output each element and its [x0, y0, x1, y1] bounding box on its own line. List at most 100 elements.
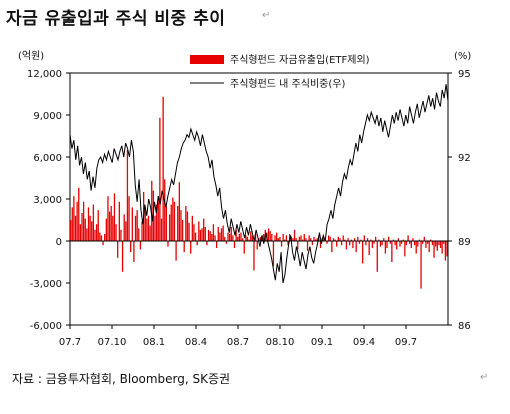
y-left-axis-label: (억원) — [18, 50, 44, 62]
inflow-bar — [285, 235, 288, 241]
inflow-bar — [120, 229, 122, 241]
inflow-bar — [439, 241, 442, 248]
x-tick-label: 09.1 — [311, 337, 333, 348]
inflow-bar — [175, 241, 177, 261]
inflow-bar — [128, 196, 130, 241]
inflow-bar — [138, 228, 140, 241]
x-tick-label: 08.1 — [143, 337, 165, 348]
inflow-bar — [246, 236, 249, 241]
x-tick-label: 09.7 — [395, 337, 417, 348]
inflow-bar — [94, 229, 96, 241]
inflow-bar — [204, 227, 206, 241]
inflow-bar — [79, 224, 82, 241]
inflow-bar — [394, 241, 396, 246]
inflow-bar — [164, 179, 166, 241]
inflow-bar — [305, 238, 307, 241]
inflow-bar — [282, 234, 284, 241]
inflow-bar — [144, 207, 146, 241]
inflow-bar — [319, 241, 322, 248]
inflow-bar — [384, 241, 387, 254]
inflow-bar — [74, 215, 77, 241]
inflow-bar — [225, 241, 228, 244]
inflow-bar — [117, 241, 119, 258]
inflow-bar — [172, 197, 174, 241]
inflow-bar — [378, 239, 380, 241]
inflow-bar — [314, 239, 317, 241]
inflow-bar — [277, 238, 279, 241]
inflow-bar — [227, 232, 229, 241]
inflow-bar — [159, 117, 161, 241]
inflow-bar — [417, 241, 419, 247]
inflow-bar — [167, 241, 169, 247]
inflow-bar — [342, 235, 344, 241]
inflow-bars — [70, 96, 448, 289]
y-right-tick-label: 86 — [458, 321, 471, 332]
inflow-bar — [436, 241, 438, 251]
inflow-bar — [198, 221, 200, 241]
inflow-bar — [188, 222, 190, 241]
inflow-bar — [78, 187, 80, 241]
inflow-bar — [196, 241, 198, 246]
inflow-bar — [410, 241, 412, 248]
inflow-bar — [400, 241, 403, 244]
inflow-bar — [228, 234, 231, 241]
inflow-bar — [126, 150, 129, 241]
inflow-bar — [415, 241, 417, 254]
y-right-tick-label: 92 — [458, 153, 471, 164]
inflow-bar — [181, 220, 184, 241]
inflow-bar — [349, 241, 351, 246]
inflow-bar — [313, 236, 315, 241]
inflow-bar — [327, 235, 330, 241]
inflow-bar — [362, 241, 364, 264]
inflow-bar — [332, 238, 335, 241]
inflow-bar — [165, 206, 168, 241]
inflow-bar — [237, 236, 239, 241]
inflow-bar — [149, 225, 151, 241]
inflow-bar — [405, 241, 408, 246]
inflow-bar — [358, 241, 361, 244]
inflow-bar — [256, 241, 258, 250]
inflow-bar — [180, 210, 182, 241]
inflow-bar — [113, 193, 116, 241]
inflow-bar — [306, 241, 309, 251]
inflow-bar — [232, 235, 234, 241]
inflow-bar — [310, 238, 312, 241]
y-left-tick-label: 6,000 — [33, 153, 62, 164]
x-tick-label: 08.10 — [266, 337, 295, 348]
inflow-bar — [118, 201, 120, 241]
inflow-bar — [379, 241, 382, 247]
inflow-bar — [121, 241, 124, 272]
inflow-bar — [425, 241, 427, 248]
inflow-bar — [323, 236, 325, 241]
inflow-bar — [97, 210, 99, 241]
inflow-bar — [100, 235, 103, 241]
inflow-bar — [389, 241, 391, 244]
inflow-bar — [397, 238, 400, 241]
x-tick-label: 08.7 — [227, 337, 249, 348]
inflow-bar — [371, 241, 374, 248]
y-left-tick-label: -3,000 — [30, 279, 62, 290]
inflow-bar — [303, 234, 305, 241]
inflow-bar — [329, 236, 331, 241]
inflow-bar — [243, 241, 245, 254]
inflow-bar — [376, 241, 378, 272]
inflow-bar — [162, 96, 164, 241]
equity-share-polyline — [69, 84, 449, 284]
inflow-bar — [190, 241, 192, 254]
inflow-bar — [136, 210, 138, 241]
inflow-bar — [233, 241, 236, 248]
inflow-bar — [444, 241, 447, 261]
inflow-bar — [297, 241, 299, 250]
inflow-bar — [251, 235, 253, 241]
inflow-bar — [130, 241, 132, 253]
inflow-bar — [269, 231, 271, 241]
inflow-bar — [391, 241, 393, 262]
inflow-bar — [433, 241, 435, 258]
inflow-bar — [409, 241, 411, 244]
inflow-bar — [235, 229, 237, 241]
inflow-bar — [70, 220, 72, 241]
inflow-bar — [131, 207, 133, 241]
inflow-bar — [295, 238, 297, 241]
inflow-bar — [402, 239, 404, 241]
inflow-bar — [178, 182, 180, 241]
